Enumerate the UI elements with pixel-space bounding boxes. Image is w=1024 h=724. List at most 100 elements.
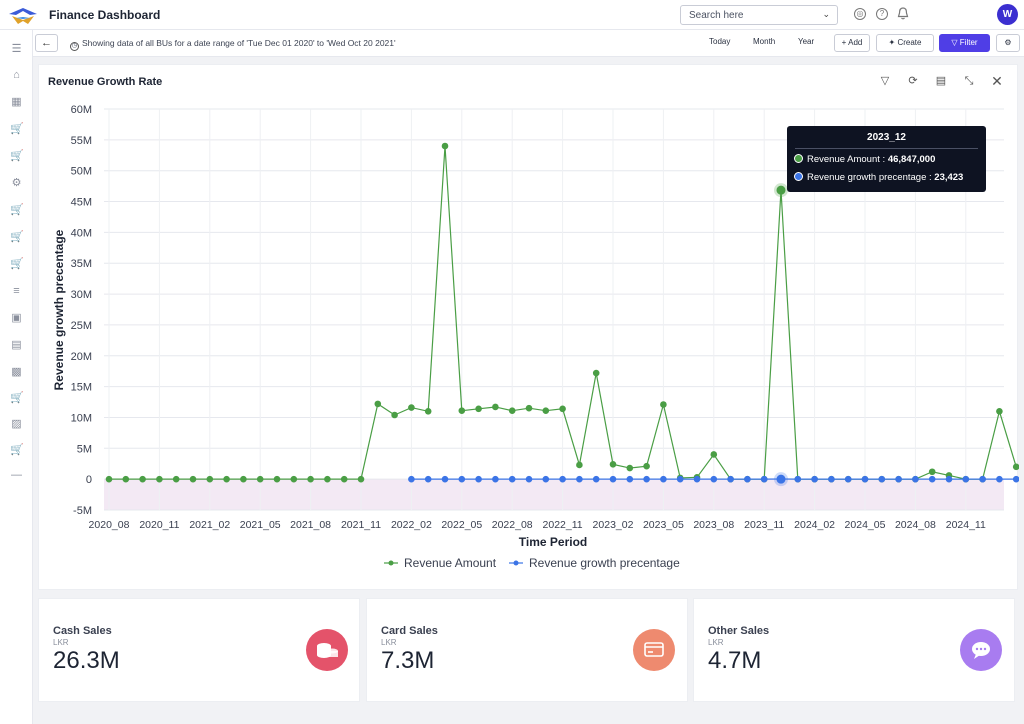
cart-icon[interactable]: 🛒 xyxy=(10,204,24,216)
add-button[interactable]: + Add xyxy=(834,34,870,52)
data-point xyxy=(525,404,533,412)
data-point xyxy=(660,475,667,483)
x-tick-label: 2023_02 xyxy=(593,519,634,531)
car-icon[interactable]: ▣ xyxy=(11,312,22,324)
menu-icon[interactable]: ☰ xyxy=(11,43,22,55)
globe-icon[interactable]: ◎ xyxy=(854,8,866,20)
data-point xyxy=(374,400,382,408)
minus-icon[interactable]: — xyxy=(11,469,22,481)
gear-icon[interactable]: ⚙ xyxy=(11,177,22,189)
user-avatar[interactable]: W xyxy=(997,4,1018,25)
month-button[interactable]: Month xyxy=(753,37,776,46)
bell-icon[interactable] xyxy=(897,7,909,20)
settings-button[interactable]: ⚙ xyxy=(996,34,1020,52)
refresh-icon[interactable]: ⟳ xyxy=(908,75,918,87)
tooltip-divider xyxy=(795,148,978,149)
data-point xyxy=(122,475,130,483)
chat-icon[interactable] xyxy=(960,629,1002,671)
data-point xyxy=(424,475,432,483)
data-point xyxy=(525,475,533,483)
top-bar: Finance Dashboard Search here ⌄ ◎ ? W xyxy=(0,0,1024,30)
data-point xyxy=(441,475,449,483)
y-tick-label: 25M xyxy=(71,320,92,332)
data-point xyxy=(996,475,1003,483)
home-icon[interactable]: ⌂ xyxy=(13,69,20,81)
data-point xyxy=(189,475,197,483)
data-point xyxy=(676,475,684,483)
data-point xyxy=(391,411,398,419)
data-point xyxy=(542,475,550,483)
back-button[interactable]: ← xyxy=(35,34,58,52)
data-point xyxy=(458,475,466,483)
hover-point xyxy=(776,474,786,484)
document-icon[interactable]: ▤ xyxy=(935,75,947,87)
create-button[interactable]: ✦ Create xyxy=(876,34,934,52)
revenue-chart: -5M 0 5M 10M 15M 20M 25M 30M 35M 40M 45M 50M 55M 60M 2… xyxy=(52,104,1019,570)
funnel-icon[interactable]: ▽ xyxy=(880,75,890,87)
x-tick-label: 2022_05 xyxy=(441,519,482,531)
search-input[interactable]: Search here ⌄ xyxy=(680,5,838,25)
x-tick-label: 2024_11 xyxy=(946,519,986,531)
data-point xyxy=(475,475,482,483)
cart-icon[interactable]: 🛒 xyxy=(10,123,24,135)
data-point xyxy=(340,475,348,483)
hover-point xyxy=(776,185,786,195)
y-tick-label: 20M xyxy=(71,351,92,363)
filter-button[interactable]: ▽ Filter xyxy=(939,34,990,52)
data-point xyxy=(492,475,499,483)
data-point xyxy=(105,475,113,483)
data-point xyxy=(643,475,650,483)
x-tick-label: 2020_11 xyxy=(139,519,179,531)
data-point xyxy=(660,401,667,408)
hierarchy-icon[interactable]: ▦ xyxy=(11,96,22,108)
data-point xyxy=(609,461,617,468)
data-point xyxy=(559,475,566,483)
date-range-info: ◷ Showing data of all BUs for a date rang… xyxy=(70,38,396,51)
x-tick-label: 2021_08 xyxy=(290,519,331,531)
data-point xyxy=(324,475,331,483)
data-point xyxy=(408,475,415,483)
chevron-down-icon[interactable]: ⌄ xyxy=(822,9,830,19)
data-point xyxy=(156,475,163,483)
x-tick-label: 2021_02 xyxy=(189,519,230,531)
data-point xyxy=(458,407,466,414)
chart-tooltip: 2023_12 Revenue Amount : 46,847,000 Reve… xyxy=(787,126,986,192)
store-icon[interactable]: ▩ xyxy=(11,366,22,378)
gear-icon: ⚙ xyxy=(1004,38,1012,47)
data-point xyxy=(592,475,600,483)
close-icon[interactable]: ✕ xyxy=(991,73,1003,89)
data-point xyxy=(895,475,902,483)
data-point xyxy=(693,475,701,483)
data-point xyxy=(492,403,499,411)
today-button[interactable]: Today xyxy=(709,37,731,46)
y-tick-label: 45M xyxy=(71,197,92,209)
coins-icon xyxy=(306,629,348,671)
data-point xyxy=(912,475,919,483)
year-button[interactable]: Year xyxy=(798,37,815,46)
data-point xyxy=(542,407,550,414)
cart-icon[interactable]: 🛒 xyxy=(10,258,24,270)
cart-icon[interactable]: 🛒 xyxy=(10,231,24,243)
data-point xyxy=(1012,463,1019,471)
x-tick-label: 2022_08 xyxy=(492,519,533,531)
y-tick-label: 0 xyxy=(86,474,92,486)
collapse-icon[interactable]: ⤡ xyxy=(964,75,974,87)
bed-icon[interactable]: ▤ xyxy=(11,339,22,351)
y-tick-label: 15M xyxy=(71,382,92,394)
data-point xyxy=(928,475,936,483)
company-logo[interactable] xyxy=(8,6,38,26)
cart-icon[interactable]: 🛒 xyxy=(10,150,24,162)
x-tick-label: 2021_05 xyxy=(240,519,281,531)
create-label: Create xyxy=(897,38,922,47)
cart-icon[interactable]: 🛒 xyxy=(10,392,24,404)
data-point xyxy=(424,407,432,415)
x-tick-label: 2022_11 xyxy=(543,519,583,531)
help-icon[interactable]: ? xyxy=(876,8,888,20)
sliders-icon[interactable]: ≡ xyxy=(13,285,20,297)
data-point xyxy=(928,468,936,476)
x-tick-label: 2021_11 xyxy=(341,519,381,531)
gift-icon[interactable]: ▨ xyxy=(11,418,22,430)
data-point xyxy=(592,369,600,377)
x-tick-label: 2023_11 xyxy=(744,519,784,531)
cart-icon[interactable]: 🛒 xyxy=(10,444,24,456)
